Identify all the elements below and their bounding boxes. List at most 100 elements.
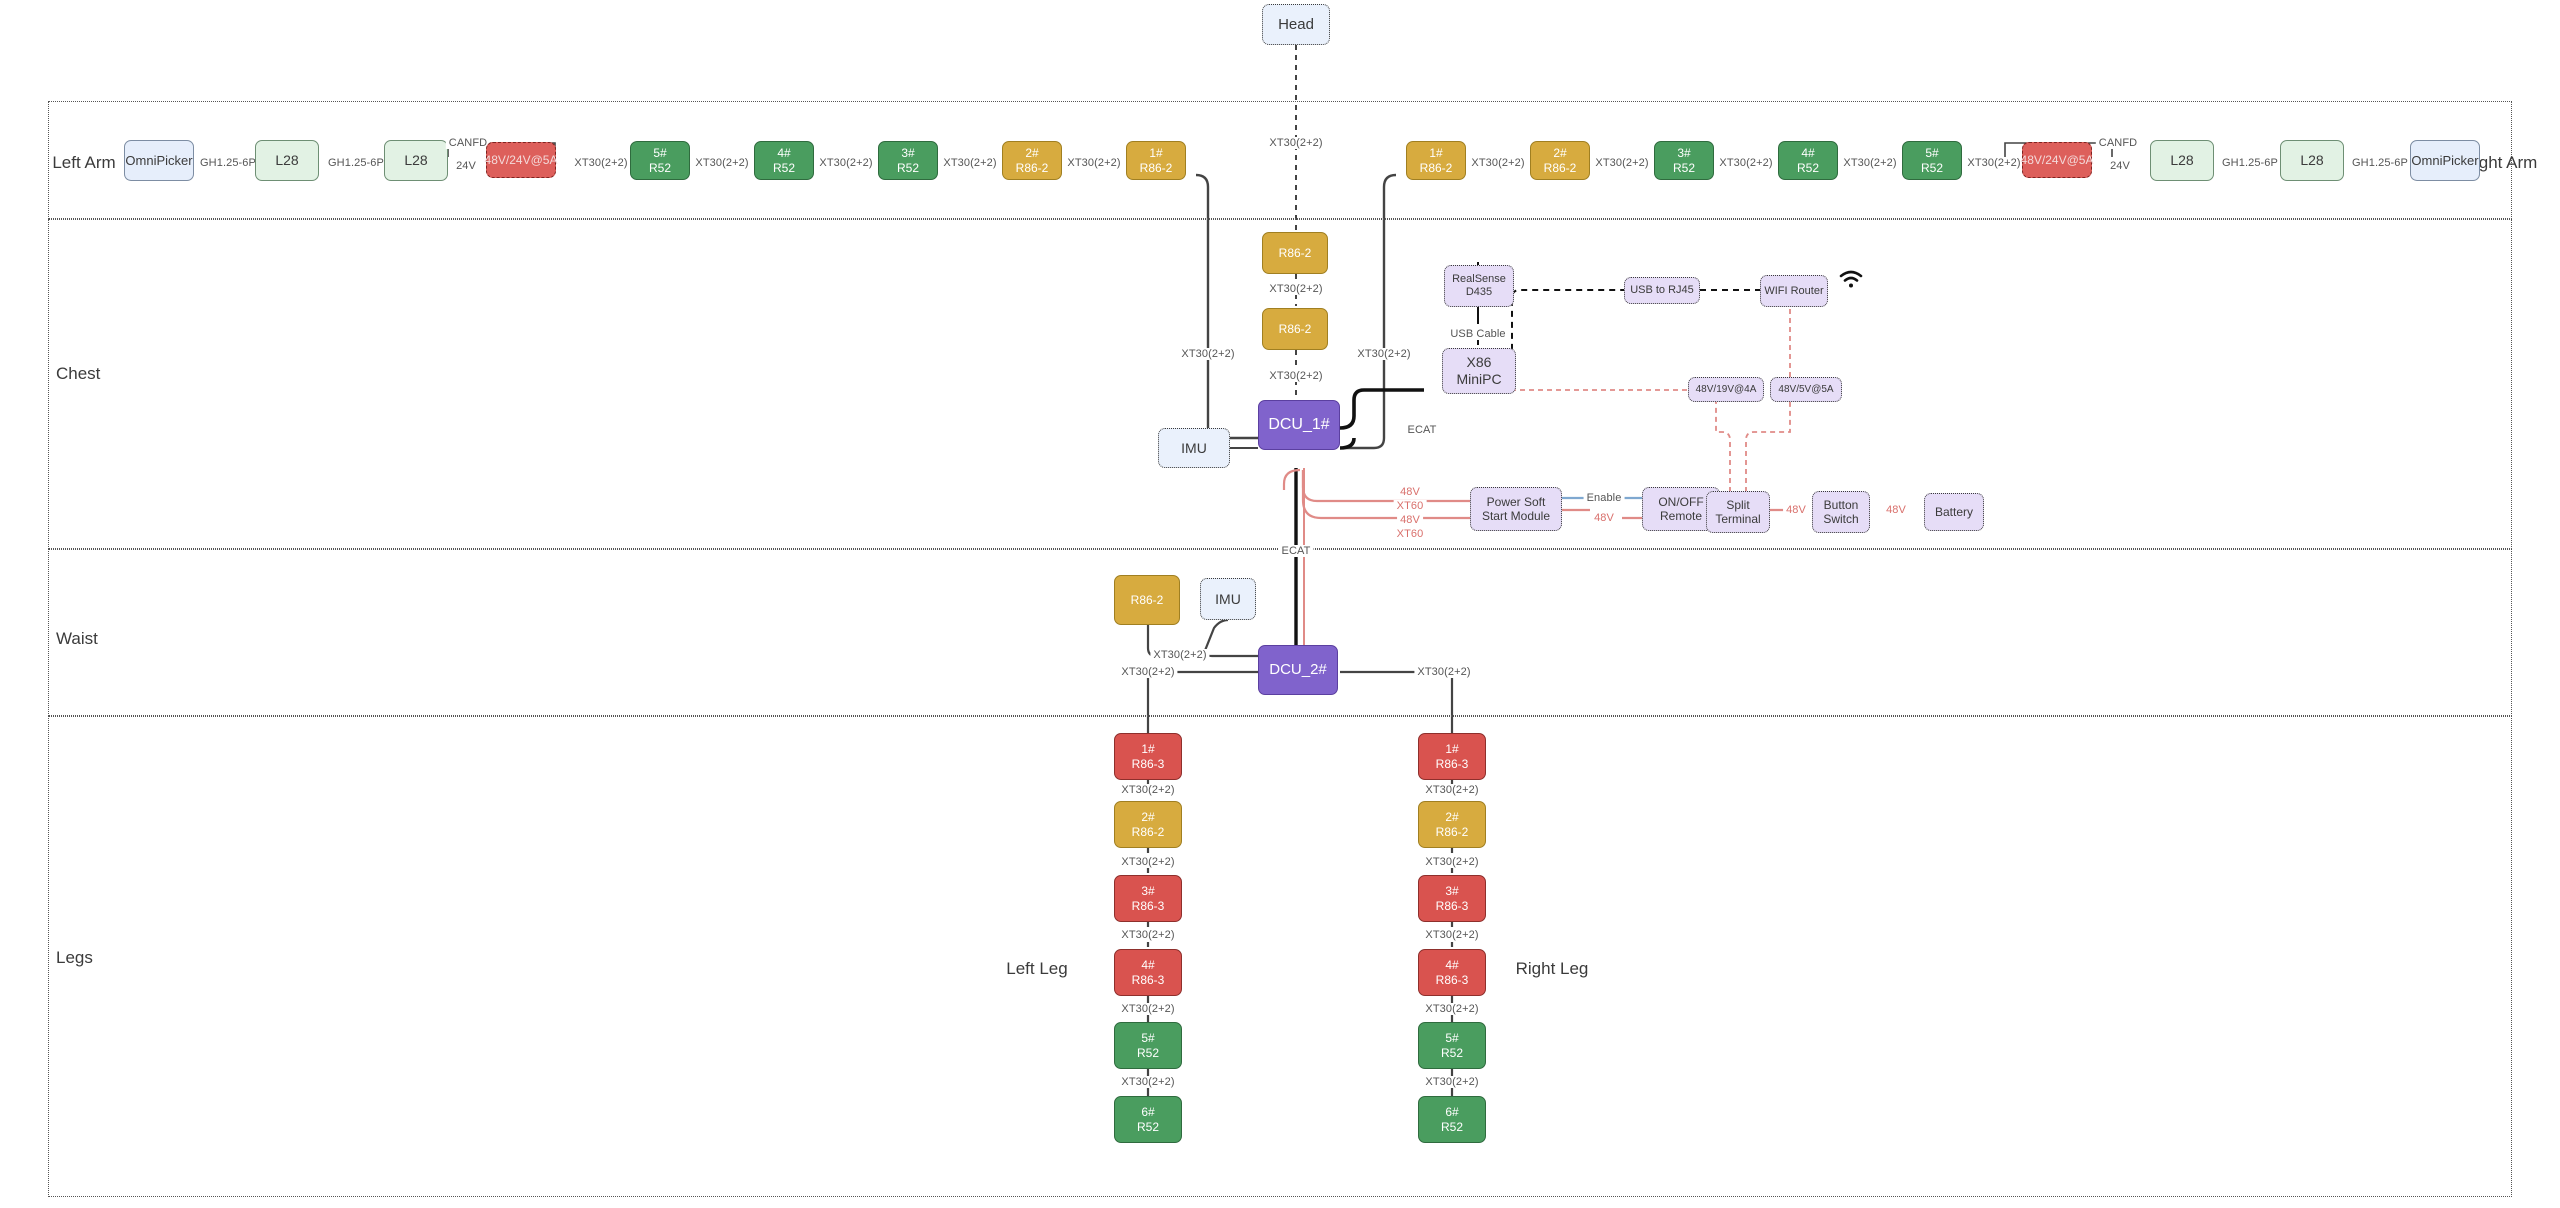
node-right-leg-j6[interactable]: 6# R52 bbox=[1418, 1096, 1486, 1143]
node-label-bottom: D435 bbox=[1465, 286, 1493, 298]
node-right-leg-j3[interactable]: 3# R86-3 bbox=[1418, 875, 1486, 922]
node-label-top: ON/OFF bbox=[1658, 494, 1704, 509]
node-label-top: X86 bbox=[1466, 354, 1492, 371]
node-left-j2[interactable]: 2# R86-2 bbox=[1002, 141, 1062, 180]
node-label-bottom: R86-3 bbox=[1131, 972, 1165, 987]
node-right-omnipicker[interactable]: OmniPicker bbox=[2410, 140, 2480, 181]
node-converter-19v[interactable]: 48V/19V@4A bbox=[1688, 377, 1764, 402]
node-left-j5[interactable]: 5# R52 bbox=[630, 141, 690, 180]
node-label-top: Button bbox=[1823, 497, 1859, 512]
node-label-bottom: R86-3 bbox=[1435, 756, 1469, 771]
label-enable: Enable bbox=[1583, 492, 1625, 504]
node-wifi-router[interactable]: WIFI Router bbox=[1760, 275, 1828, 307]
node-button-switch[interactable]: Button Switch bbox=[1812, 491, 1870, 533]
node-realsense-d435[interactable]: RealSense D435 bbox=[1444, 265, 1514, 307]
node-label-bottom: Terminal bbox=[1715, 512, 1761, 526]
node-right-leg-j5[interactable]: 5# R52 bbox=[1418, 1022, 1486, 1069]
node-neck-r86-lower[interactable]: R86-2 bbox=[1262, 308, 1328, 350]
node-left-j3[interactable]: 3# R52 bbox=[878, 141, 938, 180]
node-label: DCU_2# bbox=[1269, 661, 1327, 679]
node-right-l28-a[interactable]: L28 bbox=[2150, 140, 2214, 181]
node-converter-5v[interactable]: 48V/5V@5A bbox=[1770, 377, 1842, 402]
node-left-leg-j2[interactable]: 2# R86-2 bbox=[1114, 801, 1182, 848]
node-label-top: 2# bbox=[1445, 810, 1459, 825]
node-label-bottom: R86-3 bbox=[1131, 756, 1165, 771]
node-left-leg-j1[interactable]: 1# R86-3 bbox=[1114, 733, 1182, 780]
node-left-leg-j6[interactable]: 6# R52 bbox=[1114, 1096, 1182, 1143]
cable-right-3: XT30(2+2) bbox=[1840, 157, 1900, 169]
label-usb-cable: USB Cable bbox=[1447, 328, 1509, 340]
node-label-bottom: R86-3 bbox=[1435, 972, 1469, 987]
node-head[interactable]: Head bbox=[1262, 4, 1330, 45]
label-right-leg: Right Leg bbox=[1515, 959, 1589, 978]
node-label-bottom: R86-2 bbox=[1131, 824, 1165, 839]
node-left-j4[interactable]: 4# R52 bbox=[754, 141, 814, 180]
node-neck-r86-upper[interactable]: R86-2 bbox=[1262, 232, 1328, 274]
section-label-waist: Waist bbox=[56, 629, 98, 648]
cable-right-leg-0: XT30(2+2) bbox=[1422, 784, 1482, 796]
node-left-leg-j4[interactable]: 4# R86-3 bbox=[1114, 949, 1182, 996]
cable-left-to-dcu: XT30(2+2) bbox=[1178, 348, 1238, 360]
cable-head-down: XT30(2+2) bbox=[1266, 137, 1326, 149]
cable-left-7: XT30(2+2) bbox=[1064, 157, 1124, 169]
node-right-j2[interactable]: 2# R86-2 bbox=[1530, 141, 1590, 180]
node-label: OmniPicker bbox=[2411, 152, 2479, 168]
cable-right-0: XT30(2+2) bbox=[1468, 157, 1528, 169]
node-label-top: 4# bbox=[1801, 146, 1815, 161]
node-label-bottom: Start Module bbox=[1481, 509, 1551, 523]
cable-right-arm-to-dcu: XT30(2+2) bbox=[1354, 348, 1414, 360]
node-label: R86-2 bbox=[1278, 321, 1312, 336]
cable-left-leg-0: XT30(2+2) bbox=[1118, 784, 1178, 796]
node-label: DCU_1# bbox=[1268, 415, 1330, 433]
node-label-top: 1# bbox=[1445, 742, 1459, 757]
node-left-l28-b[interactable]: L28 bbox=[384, 140, 448, 181]
node-right-j3[interactable]: 3# R52 bbox=[1654, 141, 1714, 180]
node-label-bottom: R86-3 bbox=[1131, 898, 1165, 913]
cable-left-5: XT30(2+2) bbox=[816, 157, 876, 169]
node-right-l28-b[interactable]: L28 bbox=[2280, 140, 2344, 181]
node-right-j1[interactable]: 1# R86-2 bbox=[1406, 141, 1466, 180]
node-right-j4[interactable]: 4# R52 bbox=[1778, 141, 1838, 180]
node-left-converter[interactable]: 48V/24V@5A bbox=[485, 142, 557, 178]
node-right-leg-j1[interactable]: 1# R86-3 bbox=[1418, 733, 1486, 780]
node-power-soft-start[interactable]: Power Soft Start Module bbox=[1470, 487, 1562, 531]
node-chest-imu[interactable]: IMU bbox=[1158, 428, 1230, 468]
cable-right-4: XT30(2+2) bbox=[1964, 157, 2024, 169]
node-left-leg-j5[interactable]: 5# R52 bbox=[1114, 1022, 1182, 1069]
node-waist-imu[interactable]: IMU bbox=[1200, 578, 1256, 620]
cable-right-5: 24V bbox=[2107, 160, 2133, 172]
node-right-j5[interactable]: 5# R52 bbox=[1902, 141, 1962, 180]
node-right-leg-j2[interactable]: 2# R86-2 bbox=[1418, 801, 1486, 848]
node-label-bottom: R86-2 bbox=[1015, 160, 1049, 175]
node-dcu-2[interactable]: DCU_2# bbox=[1258, 645, 1338, 695]
cable-right-6: GH1.25-6P bbox=[2219, 157, 2281, 169]
node-label-top: 6# bbox=[1445, 1105, 1459, 1120]
node-x86-minipc[interactable]: X86 MiniPC bbox=[1442, 348, 1516, 394]
section-legs bbox=[48, 716, 2512, 1197]
node-waist-r86[interactable]: R86-2 bbox=[1114, 575, 1180, 625]
node-label: R86-2 bbox=[1130, 592, 1164, 607]
node-left-l28-a[interactable]: L28 bbox=[255, 140, 319, 181]
cable-48v-2: 48V bbox=[1783, 504, 1809, 516]
cable-left-2: 24V bbox=[453, 160, 479, 172]
node-label: L28 bbox=[2170, 152, 2194, 169]
section-arms bbox=[48, 101, 2512, 219]
node-label: IMU bbox=[1215, 590, 1241, 607]
node-right-leg-j4[interactable]: 4# R86-3 bbox=[1418, 949, 1486, 996]
node-split-terminal[interactable]: Split Terminal bbox=[1706, 491, 1770, 533]
node-label: USB to RJ45 bbox=[1630, 284, 1694, 297]
node-label-top: 4# bbox=[1141, 958, 1155, 973]
node-label-top: 3# bbox=[1445, 884, 1459, 899]
node-left-leg-j3[interactable]: 3# R86-3 bbox=[1114, 875, 1182, 922]
node-label-bottom: R52 bbox=[648, 160, 671, 175]
node-left-omnipicker[interactable]: OmniPicker bbox=[124, 140, 194, 181]
node-label-top: 4# bbox=[777, 146, 791, 161]
node-right-converter[interactable]: 48V/24V@5A bbox=[2021, 142, 2093, 178]
node-battery[interactable]: Battery bbox=[1924, 493, 1984, 531]
node-left-j1[interactable]: 1# R86-2 bbox=[1126, 141, 1186, 180]
node-dcu-1[interactable]: DCU_1# bbox=[1258, 400, 1340, 450]
node-usb-to-rj45[interactable]: USB to RJ45 bbox=[1624, 277, 1700, 304]
section-label-legs: Legs bbox=[56, 948, 93, 967]
cable-left-3: XT30(2+2) bbox=[571, 157, 631, 169]
